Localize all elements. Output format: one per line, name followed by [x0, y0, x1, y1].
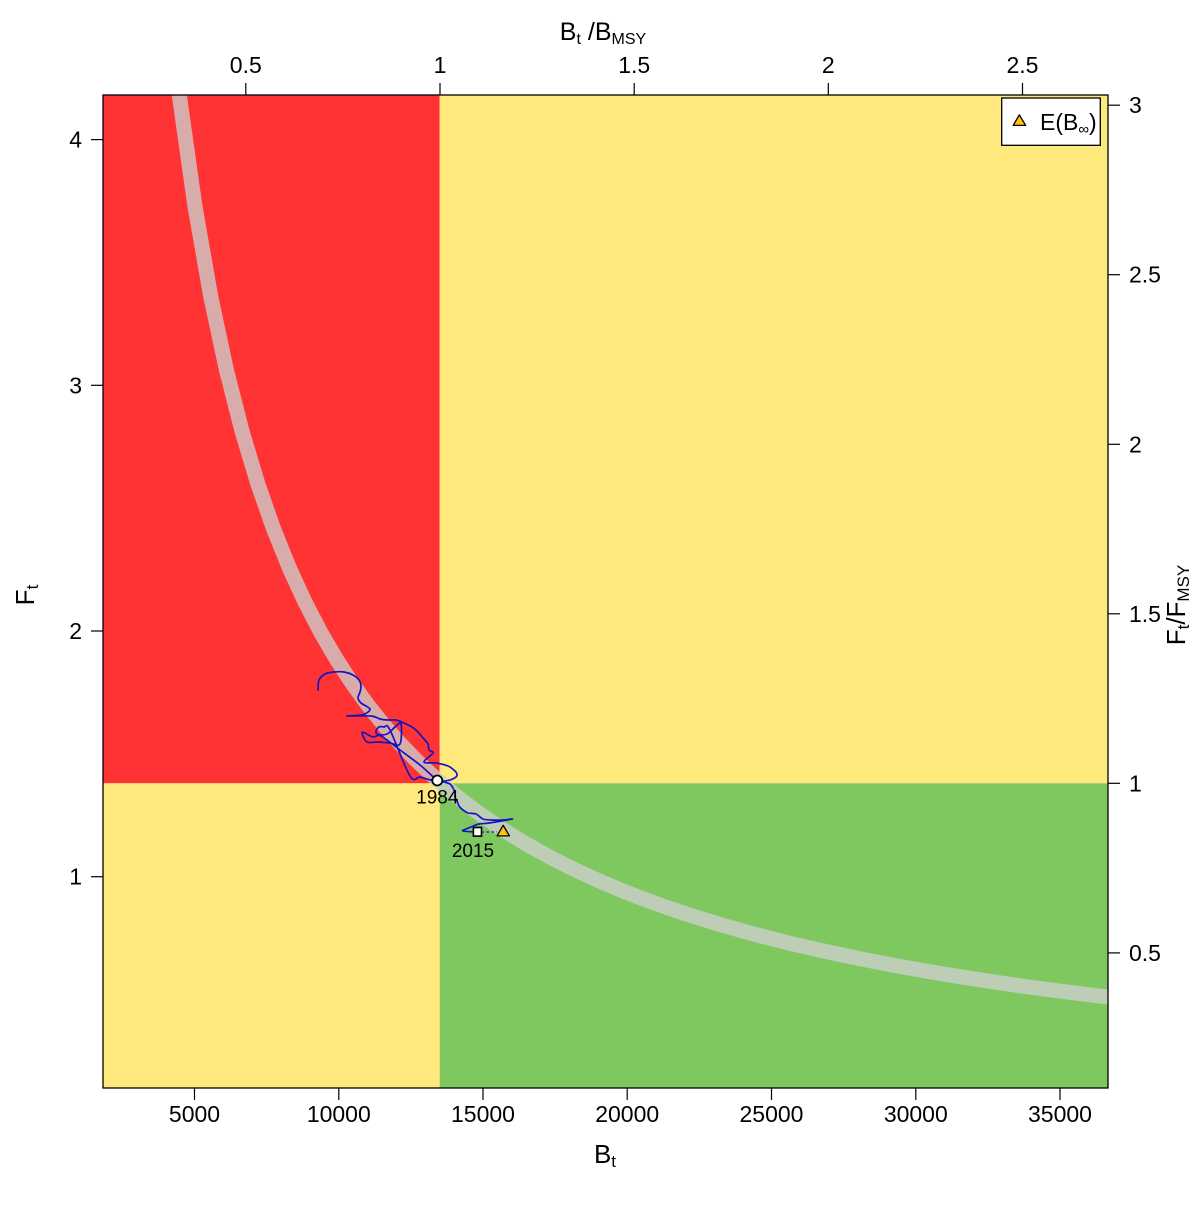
svg-text:15000: 15000 [451, 1101, 515, 1127]
svg-text:4: 4 [69, 127, 82, 153]
svg-text:20000: 20000 [595, 1101, 659, 1127]
svg-text:2: 2 [69, 618, 82, 644]
svg-text:2015: 2015 [452, 841, 494, 862]
svg-text:2: 2 [822, 52, 835, 78]
svg-text:1.5: 1.5 [1129, 601, 1161, 627]
svg-text:Bt: Bt [594, 1139, 616, 1171]
svg-text:1: 1 [1129, 770, 1142, 796]
svg-text:2: 2 [1129, 431, 1142, 457]
svg-text:10000: 10000 [307, 1101, 371, 1127]
svg-text:Ft: Ft [10, 584, 42, 605]
svg-text:30000: 30000 [884, 1101, 948, 1127]
svg-text:Bt /BMSY: Bt /BMSY [560, 18, 647, 48]
svg-text:5000: 5000 [169, 1101, 220, 1127]
svg-text:1984: 1984 [416, 788, 459, 809]
svg-text:3: 3 [69, 372, 82, 398]
svg-text:0.5: 0.5 [230, 52, 262, 78]
svg-text:3: 3 [1129, 92, 1142, 118]
svg-text:2.5: 2.5 [1007, 52, 1039, 78]
svg-text:2.5: 2.5 [1129, 262, 1161, 288]
svg-text:Ft/FMSY: Ft/FMSY [1161, 565, 1193, 646]
svg-text:35000: 35000 [1028, 1101, 1092, 1127]
svg-text:1: 1 [69, 864, 82, 890]
svg-text:1: 1 [434, 52, 447, 78]
svg-text:25000: 25000 [740, 1101, 804, 1127]
svg-text:E(B∞): E(B∞) [1040, 109, 1097, 138]
svg-text:0.5: 0.5 [1129, 940, 1161, 966]
svg-text:1.5: 1.5 [618, 52, 650, 78]
